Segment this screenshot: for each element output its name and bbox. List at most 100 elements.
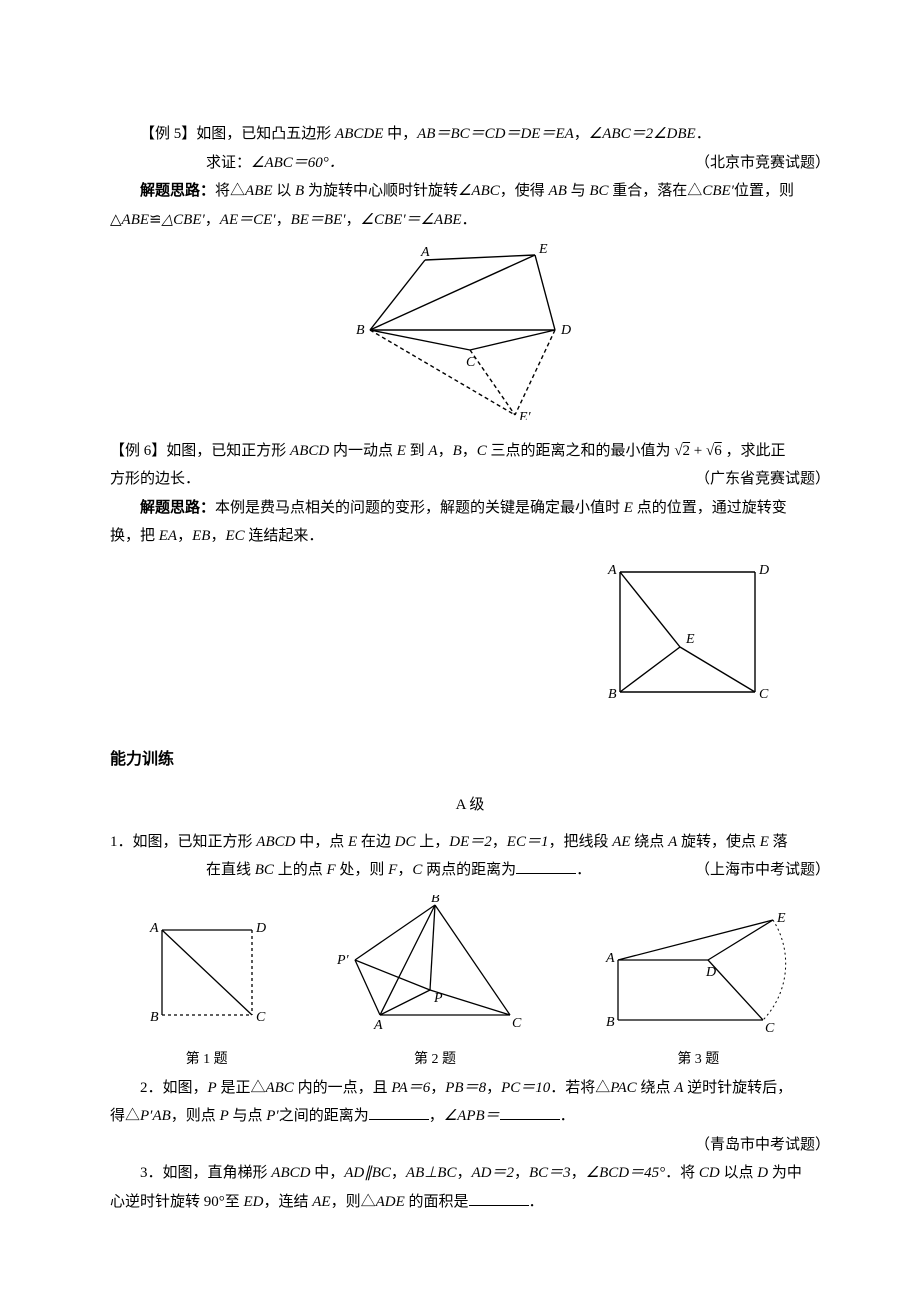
t: 方形的边长． [110,471,200,487]
ex6-source: （广东省竞赛试题） [695,465,830,494]
t: 位置，则 [734,183,794,199]
t: ， [514,1165,529,1181]
t: 绕点 [631,834,669,850]
t: 在直线 [206,862,255,878]
t: E [397,443,406,459]
t: 在边 [357,834,395,850]
q1-source: （上海市中考试题） [695,856,830,885]
t: ABCDE [335,126,383,142]
training-title: 能力训练 [110,745,830,775]
t: 上， [416,834,450,850]
q2-line1: 2．如图，P 是正△ABC 内的一点，且 PA＝6，PB＝8，PC＝10．若将△… [110,1074,830,1103]
t: DC [395,834,416,850]
t: ． [462,212,477,228]
t: ， [391,1165,406,1181]
t: ，连结 [264,1194,313,1210]
t: 中，点 [295,834,348,850]
t: 如图， [163,1080,208,1096]
t: PAC [610,1080,636,1096]
t: 1． [110,834,133,850]
q3-line1: 3．如图，直角梯形 ABCD 中，AD∥BC，AB⊥BC，AD＝2，BC＝3，∠… [110,1159,830,1188]
blank [500,1104,560,1120]
t: 中， [383,126,417,142]
svg-text:C: C [256,1010,266,1025]
t: EA [159,528,177,544]
t: ， [429,1108,444,1124]
ex5-source: （北京市竞赛试题） [695,149,830,178]
q3-figure-col: ADBCE 第 3 题 [598,905,798,1074]
t: 如图，已知正方形 [166,443,290,459]
t: PB＝8 [445,1080,486,1096]
svg-text:C: C [512,1016,522,1031]
t: 如图，已知正方形 [133,834,257,850]
svg-text:B: B [150,1010,159,1025]
t: CD [699,1165,720,1181]
svg-text:B: B [606,1015,615,1030]
t: CBE′ [702,183,734,199]
t: 将△ [215,183,245,199]
ex5-figure: AEBDCE′ [110,240,830,431]
t: ，使得 [500,183,549,199]
t: ，则△ [331,1194,376,1210]
t: ． [696,126,711,142]
ex6-line2: 方形的边长． （广东省竞赛试题） [110,465,830,494]
t: ． [576,862,591,878]
t: ，求此正 [726,443,786,459]
ex5-hint1: 解题思路：将△ABE 以 B 为旋转中心顺时针旋转∠ABC，使得 AB 与 BC… [110,177,830,206]
t: B [453,443,462,459]
q1-diagram: ADBC [142,915,272,1035]
t: C [477,443,487,459]
t: BE＝BE′ [291,212,346,228]
svg-text:D: D [560,323,571,338]
blank [369,1104,429,1120]
t: E [348,834,357,850]
t: ABCD [256,834,295,850]
blank [469,1190,529,1206]
t: AD∥BC [344,1165,391,1181]
t: 为中 [768,1165,802,1181]
q2-source: （青岛市中考试题） [695,1137,830,1153]
t: ， [397,862,412,878]
t: ∠BCD＝45° [586,1165,665,1181]
t: ， [492,834,507,850]
t: ∠ABC＝60°． [251,155,344,171]
t: 三点的距离之和的最小值为 [487,443,671,459]
blank [516,858,576,874]
q2-source-line: （青岛市中考试题） [110,1131,830,1160]
t: F [388,862,397,878]
expr: √2 + √6 [671,443,726,459]
t: AB [549,183,567,199]
t: 3． [140,1165,163,1181]
ex6-line1: 【例 6】如图，已知正方形 ABCD 内一动点 E 到 A，B，C 三点的距离之… [110,437,830,466]
hint-label: 解题思路： [140,500,215,516]
t: B [295,183,304,199]
t: PA＝6 [391,1080,430,1096]
t: ， [438,443,453,459]
q2-caption: 第 2 题 [335,1047,535,1074]
svg-text:E: E [538,242,548,257]
t: ∠ABC＝2∠DBE [589,126,696,142]
t: ， [177,528,192,544]
t: BC [589,183,608,199]
ex5-prove: 求证：∠ABC＝60°． （北京市竞赛试题） [110,149,830,178]
svg-text:A: A [149,921,159,936]
t: 如图，已知凸五边形 [196,126,335,142]
t: ， [486,1080,501,1096]
svg-text:A: A [605,951,615,966]
t: 绕点 [637,1080,675,1096]
t: 的面积是 [405,1194,469,1210]
t: ， [574,126,589,142]
t: 两点的距离为 [422,862,516,878]
t: ABCD [271,1165,310,1181]
t: D [757,1165,768,1181]
t: ADE [376,1194,405,1210]
t: 求证： [206,155,251,171]
t: E [760,834,769,850]
q1-line2: 在直线 BC 上的点 F 处，则 F，C 两点的距离为． （上海市中考试题） [110,856,830,885]
t: ED [244,1194,264,1210]
hint-label: 解题思路： [140,183,215,199]
svg-text:A: A [607,563,617,578]
ex5-hint2: △ABE≌△CBE′，AE＝CE′，BE＝BE′，∠CBE′＝∠ABE． [110,206,830,235]
q3-diagram: ADBCE [598,905,798,1035]
t: EB [192,528,210,544]
